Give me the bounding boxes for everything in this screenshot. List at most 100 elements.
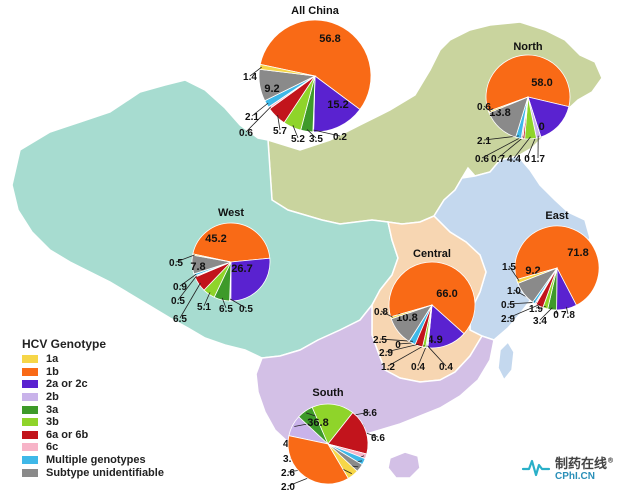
leader-line bbox=[497, 136, 525, 159]
legend-label: 1a bbox=[46, 353, 59, 366]
slice-label: 26.7 bbox=[231, 263, 252, 275]
slice-label: 15.2 bbox=[327, 99, 348, 111]
legend-swatch bbox=[22, 355, 38, 364]
slice-label: 36.8 bbox=[307, 417, 328, 429]
slice-label: 2.1 bbox=[245, 112, 259, 123]
pies-layer: 56.8 15.2 0.2 3.5 5.2 5.7 0.6 2.1 9.2 1.4 All Chin… bbox=[169, 5, 600, 493]
heartbeat-logo-icon bbox=[521, 459, 551, 477]
pie-title: Central bbox=[413, 248, 451, 260]
leader-line bbox=[230, 298, 247, 309]
slice-label: 6.5 bbox=[173, 314, 187, 325]
legend-title: HCV Genotype bbox=[22, 337, 107, 351]
slice-label: 3.4 bbox=[533, 316, 547, 327]
slice-label: 0.7 bbox=[491, 154, 505, 165]
pie-slice-1b bbox=[192, 222, 271, 263]
legend-label: Subtype unidentifiable bbox=[46, 466, 164, 479]
pie-slice-1a bbox=[390, 304, 433, 320]
legend-item-2b: 2b bbox=[22, 391, 222, 404]
leader-line bbox=[565, 306, 569, 315]
slice-label: 5.2 bbox=[291, 134, 305, 145]
pie-title: South bbox=[312, 387, 343, 399]
slice-label: 0.6 bbox=[475, 154, 489, 165]
watermark-cn: 制药在线® bbox=[555, 453, 614, 472]
pie-title: All China bbox=[291, 5, 340, 17]
leader-line bbox=[179, 273, 197, 287]
slice-label: 5.1 bbox=[197, 302, 211, 313]
slice-label: 71.8 bbox=[567, 247, 588, 259]
legend-item-6a-or-6b: 6a or 6b bbox=[22, 429, 222, 442]
leader-line bbox=[313, 129, 341, 137]
slice-label: 3.5 bbox=[309, 134, 323, 145]
legend-label: 2b bbox=[46, 391, 59, 404]
legend-label: Multiple genotypes bbox=[46, 454, 146, 467]
pie-all-china: 56.8 15.2 0.2 3.5 5.2 5.7 0.6 2.1 9.2 1.4 All Chin… bbox=[239, 5, 372, 145]
legend-item-1b: 1b bbox=[22, 366, 222, 379]
legend-item-3a: 3a bbox=[22, 403, 222, 416]
leader-line bbox=[179, 282, 201, 319]
pie-slice-1a bbox=[192, 253, 232, 263]
legend-item-subtype-unidentifiable: Subtype unidentifiable bbox=[22, 466, 222, 479]
pie-slice-3b bbox=[311, 403, 354, 445]
pie-slice-1a bbox=[516, 267, 558, 284]
region-taiwan bbox=[497, 340, 515, 382]
legend-item-multiple-genotypes: Multiple genotypes bbox=[22, 454, 222, 467]
leader-line bbox=[251, 102, 269, 117]
slice-label: 7.8 bbox=[190, 261, 205, 273]
leader-line bbox=[245, 106, 271, 133]
watermark-cn-text: 制药在线 bbox=[555, 457, 608, 472]
slice-label: 1.0 bbox=[507, 286, 521, 297]
pie-slice-2a-or-2c bbox=[313, 75, 361, 133]
slice-label: 0 bbox=[524, 154, 530, 165]
slice-label: 0.4 bbox=[411, 362, 425, 373]
legend-label: 6c bbox=[46, 441, 59, 454]
slice-label: 1.9 bbox=[529, 304, 543, 315]
leader-line bbox=[379, 338, 413, 342]
pie-slice-2a-or-2c bbox=[230, 257, 271, 302]
legend-swatch bbox=[22, 380, 38, 389]
legend-label: 1b bbox=[46, 365, 59, 378]
region-hainan bbox=[387, 451, 421, 479]
leader-line bbox=[508, 265, 520, 282]
legend-swatch bbox=[22, 456, 38, 465]
watermark: 制药在线® CPhI.CN bbox=[521, 449, 621, 489]
leader-line bbox=[203, 292, 211, 307]
pie-title: West bbox=[218, 207, 244, 219]
slice-label: 0.8 bbox=[374, 307, 388, 318]
slice-label: 2.0 bbox=[281, 482, 295, 493]
leader-line bbox=[507, 303, 541, 319]
slice-label: 58.0 bbox=[531, 77, 552, 89]
slice-label: 0.4 bbox=[439, 362, 453, 373]
slice-label: 0.5 bbox=[239, 304, 253, 315]
leader-line bbox=[306, 129, 317, 139]
leader-line bbox=[177, 275, 198, 301]
slice-label: 0.5 bbox=[171, 296, 185, 307]
leader-line bbox=[481, 136, 523, 159]
pie-slice-1b bbox=[388, 261, 476, 335]
slice-label: 0.9 bbox=[173, 282, 187, 293]
slice-label: 1.5 bbox=[502, 262, 516, 273]
pie-slice-1b bbox=[514, 225, 600, 306]
pie-slice-1b bbox=[485, 54, 571, 112]
leader-line bbox=[427, 345, 447, 367]
slice-label: 0.6 bbox=[239, 128, 253, 139]
slice-label: 56.8 bbox=[319, 33, 340, 45]
legend-swatch bbox=[22, 418, 38, 427]
legend-item-2a-or-2c: 2a or 2c bbox=[22, 378, 222, 391]
pie-slice-1b bbox=[287, 435, 349, 485]
pie-slice-6a-or-6b bbox=[327, 412, 369, 455]
leader-line bbox=[221, 297, 227, 309]
slice-label: 2.9 bbox=[501, 314, 515, 325]
slice-label: 5.7 bbox=[273, 126, 287, 137]
legend-label: 6a or 6b bbox=[46, 428, 89, 441]
legend-item-3b: 3b bbox=[22, 416, 222, 429]
slice-label: 6.6 bbox=[371, 433, 385, 444]
slice-label: 66.0 bbox=[436, 288, 457, 300]
pie-slice-1a bbox=[488, 96, 529, 114]
slice-label: 4.4 bbox=[507, 154, 521, 165]
slice-label: 0.6 bbox=[477, 102, 491, 113]
legend-label: 3b bbox=[46, 416, 59, 429]
